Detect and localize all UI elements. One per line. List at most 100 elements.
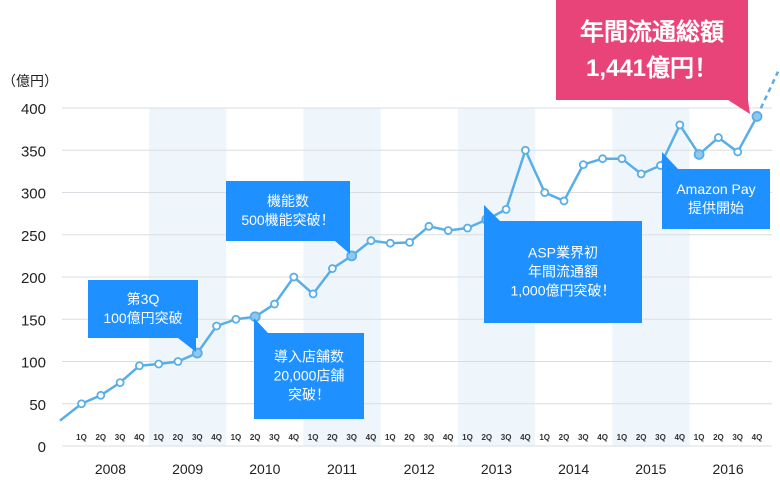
data-point: [96, 390, 106, 400]
data-point: [424, 221, 434, 231]
data-point: [578, 160, 588, 170]
data-point: [617, 154, 627, 164]
x-tick-label: 1Q: [694, 433, 705, 442]
data-point: [154, 359, 164, 369]
y-tick-label: 350: [21, 143, 46, 160]
x-tick-label: 2Q: [95, 433, 106, 442]
annotation-box: [88, 280, 198, 338]
annotation-text: 20,000店舗: [274, 368, 345, 384]
annotation-box: [254, 333, 364, 419]
annotation-pointer: [254, 318, 268, 333]
data-point: [327, 264, 337, 273]
data-point: [270, 299, 279, 309]
year-label: 2015: [635, 461, 666, 477]
year-label: 2011: [327, 461, 357, 477]
data-point: [443, 226, 453, 235]
x-tick-label: 3Q: [346, 433, 357, 442]
x-tick-label: 1Q: [231, 433, 242, 442]
annotation-callout: 第3Q 100億円突破: [88, 280, 198, 352]
y-axis-unit-label: （億円）: [2, 73, 58, 89]
year-label: 2014: [558, 461, 589, 477]
data-point: [751, 111, 763, 122]
data-point: [540, 188, 550, 197]
y-tick-label: 200: [21, 270, 46, 287]
x-tick-label: 4Q: [443, 433, 454, 442]
x-tick-label: 3Q: [115, 433, 126, 442]
x-tick-label: 3Q: [655, 433, 666, 442]
annotation-text: 500機能突破！: [241, 212, 334, 228]
callout-pointer: [728, 100, 750, 114]
x-tick-label: 2Q: [404, 433, 415, 442]
annotation-pointer: [484, 205, 500, 221]
data-point: [134, 361, 144, 371]
x-tick-label: 4Q: [134, 433, 145, 442]
data-point: [385, 238, 395, 248]
x-tick-label: 4Q: [674, 433, 685, 442]
annotation-callout: 機能数 500機能突破！: [226, 181, 350, 254]
x-tick-label: 3Q: [192, 433, 203, 442]
x-tick-label: 4Q: [597, 433, 608, 442]
x-tick-label: 1Q: [153, 433, 164, 442]
annotation-box: [226, 181, 350, 241]
annotation-box: [484, 221, 642, 323]
x-tick-label: 1Q: [308, 433, 319, 442]
x-tick-label: 1Q: [617, 433, 628, 442]
annotation-box: [662, 169, 770, 229]
x-tick-label: 3Q: [501, 433, 512, 442]
annotation-text: 機能数: [267, 193, 309, 209]
annotation-text: 1,000億円突破！: [510, 283, 615, 299]
x-tick-label: 4Q: [752, 433, 763, 442]
annotation-text: ASP業界初: [528, 245, 598, 261]
data-point: [77, 399, 86, 409]
data-point: [501, 204, 511, 214]
x-tick-label: 3Q: [269, 433, 280, 442]
x-tick-label: 3Q: [424, 433, 435, 442]
y-tick-label: 400: [21, 101, 46, 118]
x-tick-label: 1Q: [462, 433, 473, 442]
year-label: 2009: [172, 461, 203, 477]
x-tick-label: 2Q: [636, 433, 647, 442]
y-tick-label: 0: [38, 439, 46, 456]
x-tick-label: 1Q: [76, 433, 87, 442]
annotation-text: 提供開始: [688, 200, 744, 216]
annotation-text: 突破！: [288, 387, 330, 403]
annotation-text: 100億円突破: [103, 310, 182, 326]
x-tick-label: 3Q: [578, 433, 589, 442]
x-tick-label: 2Q: [250, 433, 261, 442]
data-point: [115, 378, 125, 388]
data-point: [366, 236, 376, 246]
annotation-text: 第3Q: [127, 291, 160, 307]
annotation-text: 年間流通額: [528, 264, 598, 280]
series-extension: [755, 71, 780, 117]
data-point: [559, 196, 569, 206]
y-tick-label: 300: [21, 186, 46, 203]
data-point: [733, 147, 743, 157]
y-tick-label: 50: [29, 397, 46, 414]
data-point: [289, 272, 299, 282]
x-tick-label: 4Q: [520, 433, 531, 442]
data-point: [521, 145, 530, 155]
x-tick-label: 2Q: [481, 433, 492, 442]
total-gmv-callout: 年間流通総額 1,441億円！: [556, 0, 750, 114]
annotation-pointer: [662, 152, 678, 169]
data-point: [463, 223, 472, 233]
data-point: [714, 133, 723, 142]
y-tick-label: 250: [21, 228, 46, 245]
y-tick-label: 100: [21, 355, 46, 372]
year-label: 2012: [404, 461, 435, 477]
year-label: 2010: [249, 461, 280, 477]
data-point: [231, 314, 241, 324]
x-tick-label: 4Q: [211, 433, 222, 442]
data-point: [598, 154, 607, 164]
data-point: [405, 237, 415, 247]
data-point: [308, 289, 318, 299]
series-lead-in: [59, 402, 83, 422]
x-tick-label: 1Q: [385, 433, 396, 442]
annotation-pointer: [335, 241, 350, 254]
x-tick-label: 2Q: [559, 433, 570, 442]
x-tick-label: 4Q: [288, 433, 299, 442]
data-point: [173, 357, 183, 366]
